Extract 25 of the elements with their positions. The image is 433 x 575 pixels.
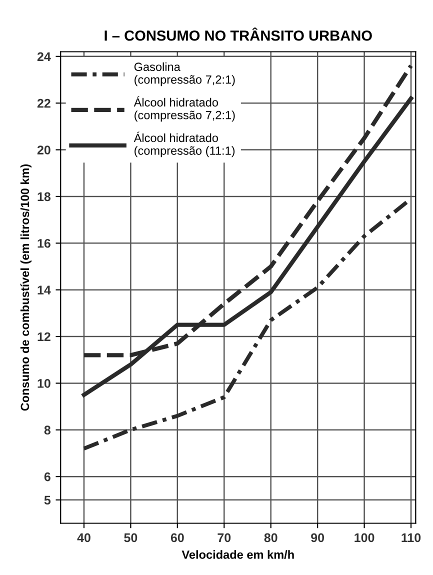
y-axis-title: Consumo de combustível (em litros/100 km) <box>20 164 32 411</box>
y-tick-label: 6 <box>44 472 50 482</box>
y-tick-label: 8 <box>44 426 51 435</box>
y-tick-label: 14 <box>38 286 51 294</box>
y-tick-label: 10 <box>38 379 50 388</box>
x-tick-label: 90 <box>311 533 324 542</box>
x-tick-label: 80 <box>264 533 278 542</box>
y-tick-label: 22 <box>37 98 50 108</box>
x-axis-title: Velocidade em km/h <box>182 550 294 559</box>
y-tick-label: 5 <box>44 496 51 505</box>
x-tick-label: 50 <box>124 533 138 542</box>
y-tick-label: 20 <box>37 146 50 154</box>
legend-label: Álcool hidratado (compressão 7,2:1) <box>134 96 235 122</box>
x-tick-label: 100 <box>354 533 374 542</box>
y-tick-label: 12 <box>38 332 50 342</box>
y-tick-label: 18 <box>38 192 51 202</box>
x-tick-label: 110 <box>402 533 421 542</box>
chart-title: I – CONSUMO NO TRÂNSITO URBANO <box>104 28 372 41</box>
x-tick-label: 40 <box>77 533 90 542</box>
x-tick-label: 60 <box>170 533 184 542</box>
legend-label: Álcool hidratado (compressão (11:1) <box>134 132 235 158</box>
y-tick-label: 24 <box>37 52 51 61</box>
legend-label: Gasolina (compressão 7,2:1) <box>134 62 235 86</box>
y-tick-label: 16 <box>38 238 50 248</box>
x-tick-label: 70 <box>218 533 231 542</box>
